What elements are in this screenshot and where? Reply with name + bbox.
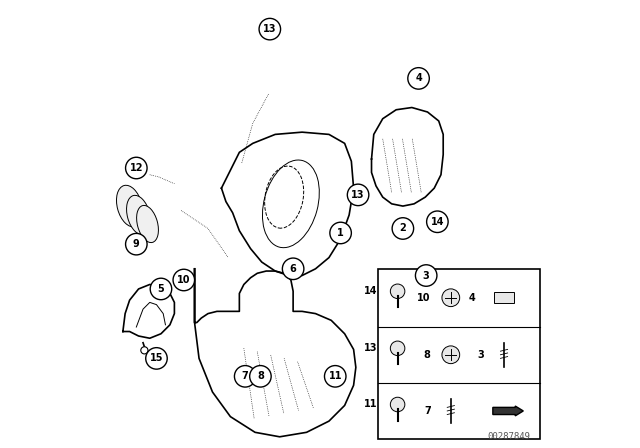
Text: 10: 10 [417,293,431,303]
Circle shape [141,347,148,354]
Text: 13: 13 [364,343,378,353]
Text: 10: 10 [177,275,191,285]
Circle shape [442,346,460,364]
Text: 14: 14 [364,286,378,296]
Circle shape [173,269,195,291]
Circle shape [408,68,429,89]
Text: 9: 9 [133,239,140,249]
Circle shape [442,289,460,306]
Circle shape [390,284,405,298]
Circle shape [146,348,167,369]
Circle shape [390,397,405,412]
Ellipse shape [116,185,143,227]
Text: 8: 8 [257,371,264,381]
Text: 15: 15 [150,353,163,363]
Text: 8: 8 [424,350,431,360]
Circle shape [234,366,256,387]
Text: 6: 6 [290,264,296,274]
Text: 5: 5 [157,284,164,294]
Circle shape [259,18,280,40]
Ellipse shape [136,206,159,242]
Text: 12: 12 [129,163,143,173]
Circle shape [324,366,346,387]
Text: 4: 4 [415,73,422,83]
Text: 3: 3 [477,350,484,360]
Text: 14: 14 [431,217,444,227]
Circle shape [125,233,147,255]
Text: 1: 1 [337,228,344,238]
Circle shape [250,366,271,387]
Circle shape [427,211,448,233]
Text: 11: 11 [364,400,378,409]
Circle shape [150,278,172,300]
FancyArrow shape [493,406,524,416]
Text: 4: 4 [469,293,476,303]
Circle shape [392,218,413,239]
Circle shape [125,157,147,179]
Text: 00287849: 00287849 [488,432,531,441]
Circle shape [282,258,304,280]
Text: 2: 2 [399,224,406,233]
Bar [378,269,540,439]
Text: 3: 3 [423,271,429,280]
Circle shape [390,341,405,356]
Bar [494,293,514,303]
Circle shape [415,265,437,286]
Text: 7: 7 [424,406,431,416]
Circle shape [348,184,369,206]
Ellipse shape [127,195,150,235]
Circle shape [330,222,351,244]
Text: 13: 13 [351,190,365,200]
Text: 13: 13 [263,24,276,34]
Text: 7: 7 [242,371,248,381]
Text: 11: 11 [328,371,342,381]
